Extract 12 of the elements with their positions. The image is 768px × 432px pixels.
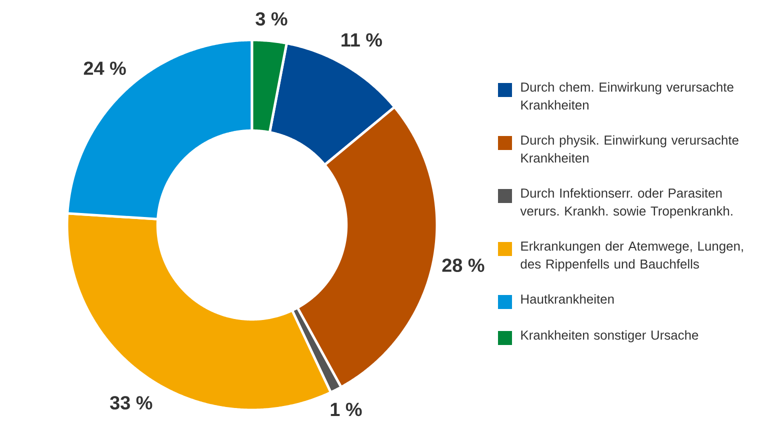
data-label: 11 % — [342, 33, 382, 47]
legend-label: Durch Infektionserr. oder Parasiten verurs. Krankh. sowie Tropenkrankh. — [520, 188, 732, 218]
data-label: 33 % — [110, 396, 152, 410]
legend-label: Durch physik. Einwirkung verursachte Krankheiten — [521, 135, 738, 163]
legend-label: Erkrankungen der Atemwege, Lungen, des Rippenfells und Bauchfells — [520, 241, 743, 272]
legend-label: Durch chem. Einwirkung verursachte Krankheiten — [521, 82, 734, 110]
legend-label: Krankheiten sonstiger Ursache — [521, 330, 698, 342]
data-label: 24 % — [84, 62, 126, 75]
legend-label: Hautkrankheiten — [521, 294, 614, 304]
data-label: 28 % — [442, 258, 484, 272]
data-label: 3 % — [256, 12, 288, 26]
data-label: 1 % — [330, 402, 362, 416]
